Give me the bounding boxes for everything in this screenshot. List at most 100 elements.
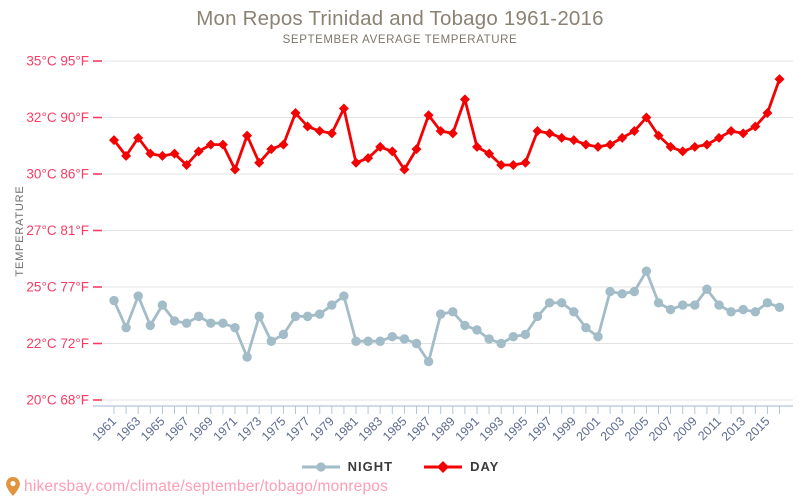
day-data-point — [121, 150, 132, 161]
night-data-point — [641, 266, 652, 276]
y-tick-label: 20°C 68°F — [26, 393, 89, 408]
day-data-point — [157, 150, 168, 161]
day-data-point — [423, 110, 434, 121]
night-data-point — [278, 329, 289, 340]
day-data-point — [290, 107, 301, 118]
day-line — [112, 77, 781, 171]
night-data-point — [351, 336, 361, 346]
night-data-point — [484, 334, 494, 344]
night-data-point — [133, 291, 143, 301]
x-tick-label: 1967 — [162, 414, 192, 444]
x-tick-label: 1979 — [307, 414, 337, 444]
day-data-point — [701, 139, 712, 150]
night-data-point — [605, 286, 615, 297]
y-tick-label: 35°C 95°F — [26, 54, 89, 69]
day-data-point — [556, 132, 567, 143]
day-data-point — [593, 141, 603, 152]
day-data-point — [447, 128, 458, 139]
day-data-point — [181, 159, 192, 170]
x-tick-label: 2009 — [670, 414, 700, 444]
x-tick-label: 2007 — [646, 414, 676, 444]
night-data-point — [145, 320, 155, 331]
night-data-point — [363, 336, 373, 346]
day-data-point — [205, 139, 216, 150]
night-data-point — [569, 307, 579, 317]
day-data-point — [641, 112, 652, 123]
location-pin-icon — [6, 477, 20, 496]
day-data-point — [133, 132, 144, 143]
day-data-point — [278, 139, 289, 150]
day-data-point — [459, 94, 470, 105]
night-data-point — [448, 307, 458, 317]
day-data-point — [217, 139, 228, 150]
night-data-point — [629, 286, 639, 297]
night-data-point — [327, 300, 337, 310]
day-data-point — [738, 128, 749, 139]
x-tick-label: 1975 — [259, 414, 289, 444]
day-data-point — [193, 146, 204, 157]
night-data-point — [544, 298, 555, 308]
night-data-point — [230, 322, 240, 333]
day-data-point — [169, 148, 180, 159]
night-data-point — [254, 311, 264, 322]
x-tick-label: 2013 — [719, 414, 749, 444]
x-tick-label: 2001 — [574, 414, 604, 444]
day-data-point — [266, 144, 277, 155]
night-data-point — [242, 352, 252, 362]
day-data-point — [653, 130, 664, 141]
x-tick-label: 1987 — [404, 414, 434, 444]
day-data-point — [629, 126, 640, 137]
night-data-point — [508, 332, 518, 342]
night-data-point — [375, 336, 385, 346]
night-data-point — [339, 291, 349, 301]
night-data-point — [496, 338, 506, 349]
night-data-point — [738, 304, 748, 315]
night-data-point — [472, 325, 482, 335]
day-data-point — [677, 146, 688, 157]
night-data-point — [411, 338, 422, 349]
night-data-point — [665, 304, 676, 315]
day-data-point — [326, 128, 337, 139]
night-data-point — [157, 300, 168, 310]
day-data-point — [254, 157, 265, 168]
day-data-point — [472, 141, 482, 152]
night-data-point — [690, 300, 700, 310]
day-data-point — [689, 141, 700, 152]
x-tick-label: 1993 — [477, 414, 507, 444]
x-tick-label: 1983 — [356, 414, 386, 444]
day-data-point — [230, 164, 240, 175]
night-data-point — [460, 320, 470, 331]
x-tick-label: 2005 — [622, 414, 652, 444]
site-link[interactable]: hikersbay.com/climate/september/tobago/m… — [6, 477, 388, 496]
x-tick-label: 1985 — [380, 414, 410, 444]
day-data-point — [774, 74, 785, 85]
day-data-point — [617, 132, 628, 143]
night-data-point — [762, 298, 773, 308]
night-data-point — [169, 316, 180, 326]
day-data-point — [363, 153, 374, 164]
day-data-point — [375, 141, 386, 152]
x-tick-label: 1981 — [332, 414, 362, 444]
day-data-point — [338, 103, 349, 114]
day-data-point — [145, 148, 156, 159]
night-data-point — [290, 311, 301, 322]
y-tick-label: 32°C 90°F — [26, 110, 89, 125]
chart-legend: NIGHT DAY — [0, 459, 800, 474]
day-data-point — [568, 135, 579, 146]
x-tick-label: 1965 — [138, 414, 168, 444]
x-tick-label: 1989 — [428, 414, 458, 444]
night-data-point — [121, 322, 131, 333]
night-data-point — [266, 336, 276, 346]
y-tick-label: 25°C 77°F — [26, 280, 89, 295]
x-tick-label: 2015 — [743, 414, 773, 444]
y-tick-label: 30°C 86°F — [26, 167, 89, 182]
day-data-point — [544, 128, 555, 139]
day-data-point — [302, 121, 313, 132]
night-data-point — [593, 332, 603, 342]
day-data-point — [484, 148, 495, 159]
y-tick-label: 27°C 81°F — [26, 223, 89, 238]
day-data-point — [532, 126, 543, 137]
night-data-point — [714, 300, 724, 310]
